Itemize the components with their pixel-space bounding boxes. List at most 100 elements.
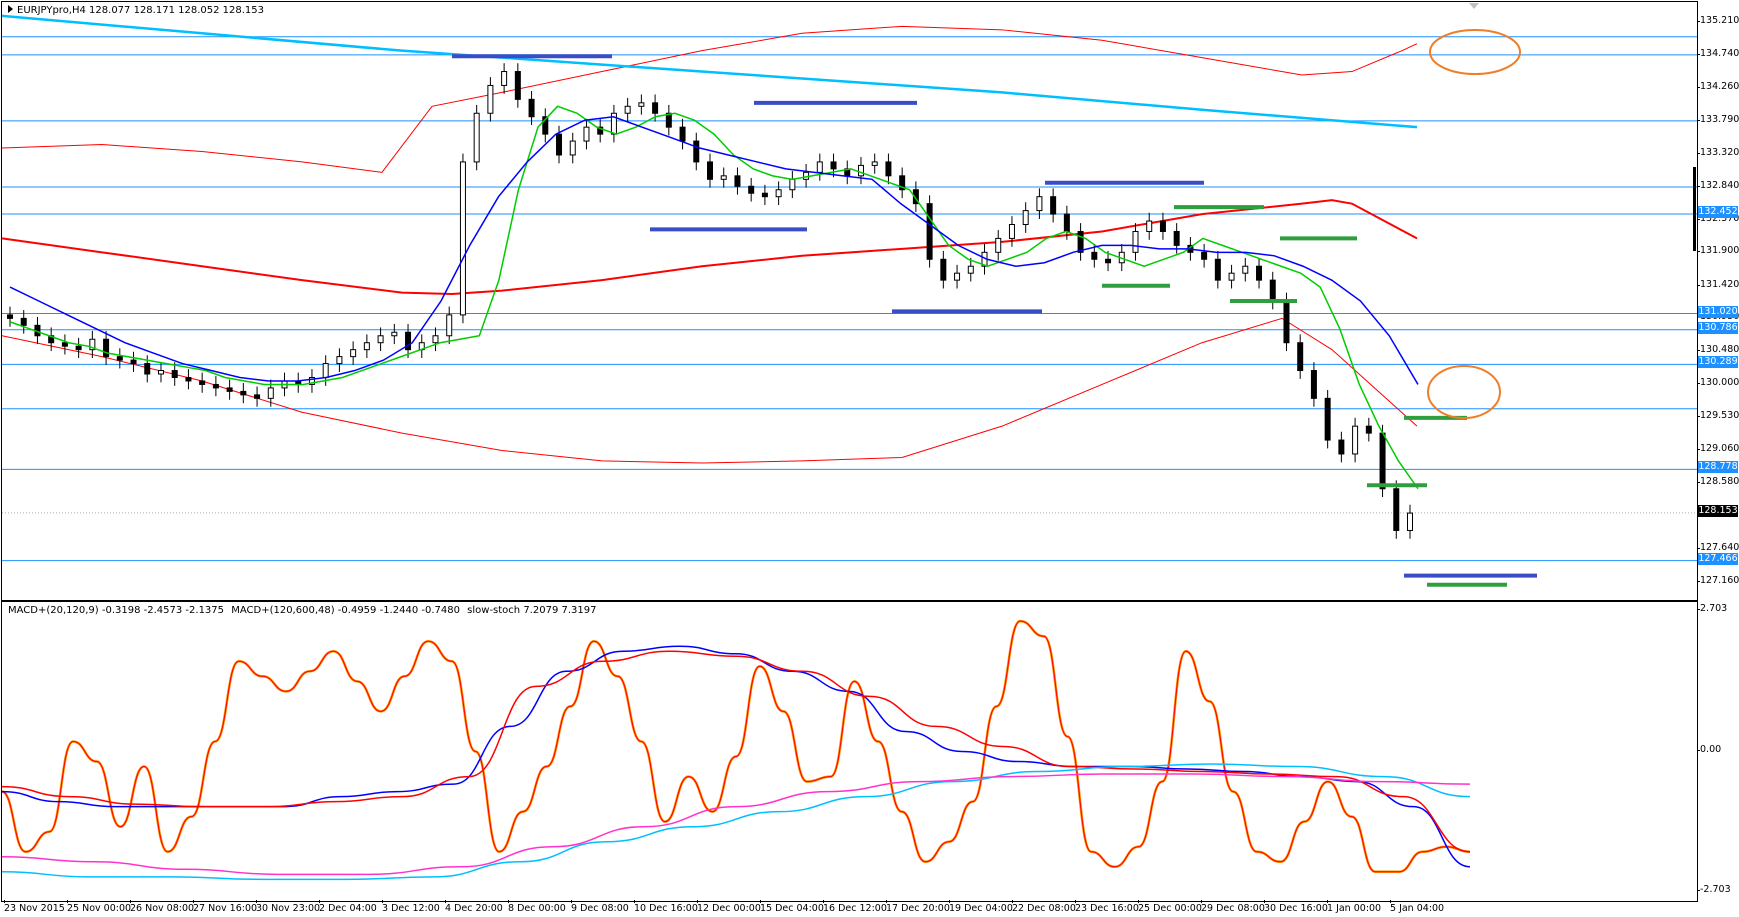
- candle-body: [391, 331, 398, 337]
- level-price-badge[interactable]: 131.020: [1698, 305, 1738, 318]
- candle-body: [336, 356, 343, 365]
- candle-body: [693, 140, 700, 163]
- candle-body: [528, 98, 535, 118]
- time-tick-label: 16 Dec 12:00: [823, 900, 887, 914]
- candle-body: [734, 175, 741, 187]
- time-axis[interactable]: 23 Nov 2015 25 Nov 00:00 26 Nov 08:00 27 No…: [0, 900, 1700, 917]
- price-tick-label: 132.840: [1696, 179, 1739, 191]
- candle: [1228, 264, 1235, 289]
- candle-body: [638, 102, 645, 107]
- candle-body: [1214, 258, 1221, 281]
- long-ma-line: [2, 14, 1418, 129]
- candle-body: [1352, 425, 1359, 455]
- price-tick-label: 134.740: [1696, 47, 1739, 59]
- time-tick-label: 19 Dec 04:00: [949, 900, 1013, 914]
- price-tick-label: 129.530: [1696, 410, 1739, 422]
- symbol-info-label: EURJPYpro,H4 128.077 128.171 128.052 128…: [8, 5, 268, 16]
- candle-body: [775, 189, 782, 198]
- candle-body: [487, 84, 494, 114]
- candle: [1393, 480, 1400, 539]
- indicator-canvas[interactable]: [2, 602, 1697, 901]
- candle: [1132, 223, 1139, 261]
- candle-body: [789, 178, 796, 191]
- candle-body: [1077, 230, 1084, 253]
- time-tick-label: 25 Nov 00:00: [67, 900, 132, 914]
- lower-envelope-line: [2, 317, 1418, 464]
- candle: [1365, 417, 1372, 442]
- candle-body: [1297, 342, 1304, 372]
- candle-body: [267, 387, 274, 399]
- candle: [1201, 243, 1208, 268]
- candle: [75, 337, 82, 359]
- time-tick-label: 5 Jan 04:00: [1390, 900, 1445, 914]
- indicator-axis[interactable]: 2.703 0.00 -2.703: [1696, 600, 1739, 901]
- time-tick-label: 29 Dec 08:00: [1201, 900, 1265, 914]
- candle: [693, 132, 700, 171]
- candle-body: [171, 370, 178, 378]
- candle-body: [1008, 224, 1015, 239]
- candle: [487, 77, 494, 122]
- shift-marker-icon[interactable]: [1469, 3, 1479, 9]
- candle: [707, 153, 713, 188]
- macd-slow-label: MACD+(120,600,48) -0.4959 -1.2440 -0.748…: [231, 605, 460, 616]
- candle: [1324, 390, 1331, 449]
- price-chart-pane[interactable]: EURJPYpro,H4 128.077 128.171 128.052 128…: [1, 1, 1698, 601]
- candle-body: [1283, 300, 1290, 344]
- candle: [954, 264, 961, 289]
- candle-body: [542, 116, 549, 135]
- highlight-circle: [1427, 365, 1501, 419]
- candle: [1297, 334, 1304, 379]
- time-tick-label: 4 Dec 20:00: [445, 900, 503, 914]
- candle: [391, 323, 398, 345]
- candle: [761, 184, 768, 206]
- level-price-badge[interactable]: 128.778: [1698, 461, 1738, 474]
- candle: [542, 108, 549, 143]
- time-tick-label: 15 Dec 04:00: [760, 900, 824, 914]
- stoch-signal-line: [2, 620, 1471, 873]
- candle-body: [377, 335, 384, 344]
- scroll-edge-marker: [1693, 167, 1696, 251]
- level-price-badge[interactable]: 132.452: [1698, 205, 1738, 218]
- candle-body: [514, 71, 521, 100]
- candle-body: [144, 363, 151, 375]
- macd-slow-main-line: [2, 763, 1471, 881]
- candle: [885, 153, 892, 185]
- candle-body: [61, 342, 68, 347]
- indicator-scale-zero: 0.00: [1696, 744, 1722, 755]
- candle-body: [226, 387, 233, 392]
- candle: [995, 230, 1002, 261]
- candle: [1338, 431, 1345, 463]
- candle: [871, 153, 878, 174]
- stoch-main-line: [2, 619, 1471, 874]
- candle-body: [1105, 258, 1112, 264]
- candle: [473, 104, 480, 171]
- time-tick-label: 1 Jan 00:00: [1327, 900, 1382, 914]
- candle-body: [350, 349, 357, 358]
- price-tick-label: 130.000: [1696, 377, 1739, 389]
- price-chart-canvas[interactable]: [2, 2, 1697, 600]
- time-tick-label: 30 Dec 16:00: [1264, 900, 1328, 914]
- time-tick-label: 30 Nov 23:00: [256, 900, 321, 914]
- upper-envelope-line: [2, 25, 1418, 173]
- candle: [103, 330, 110, 365]
- candle: [665, 104, 672, 136]
- candle: [1008, 216, 1015, 247]
- price-axis[interactable]: 135.210 134.740 134.260 133.790 133.320 132.8…: [1696, 0, 1739, 600]
- level-price-badge[interactable]: 127.466: [1698, 552, 1738, 565]
- indicator-info-label: MACD+(20,120,9) -0.3198 -2.4573 -2.1375 …: [8, 605, 600, 616]
- indicator-pane[interactable]: MACD+(20,120,9) -0.3198 -2.4573 -2.1375 …: [1, 601, 1698, 902]
- mid-ma-line: [9, 115, 1419, 385]
- level-price-badge[interactable]: 130.786: [1698, 321, 1738, 334]
- candle-body: [1063, 213, 1070, 232]
- macd-slow-signal-line: [2, 773, 1471, 876]
- candle-body: [103, 338, 110, 358]
- candle-body: [75, 345, 82, 351]
- candle: [1256, 257, 1263, 289]
- candle: [61, 334, 68, 355]
- candle-body: [1132, 230, 1139, 253]
- candle: [336, 348, 343, 372]
- level-price-badge[interactable]: 130.289: [1698, 356, 1738, 369]
- time-tick-label: 9 Dec 08:00: [571, 900, 629, 914]
- time-tick-label: 27 Nov 16:00: [193, 900, 258, 914]
- candle-body: [748, 185, 755, 194]
